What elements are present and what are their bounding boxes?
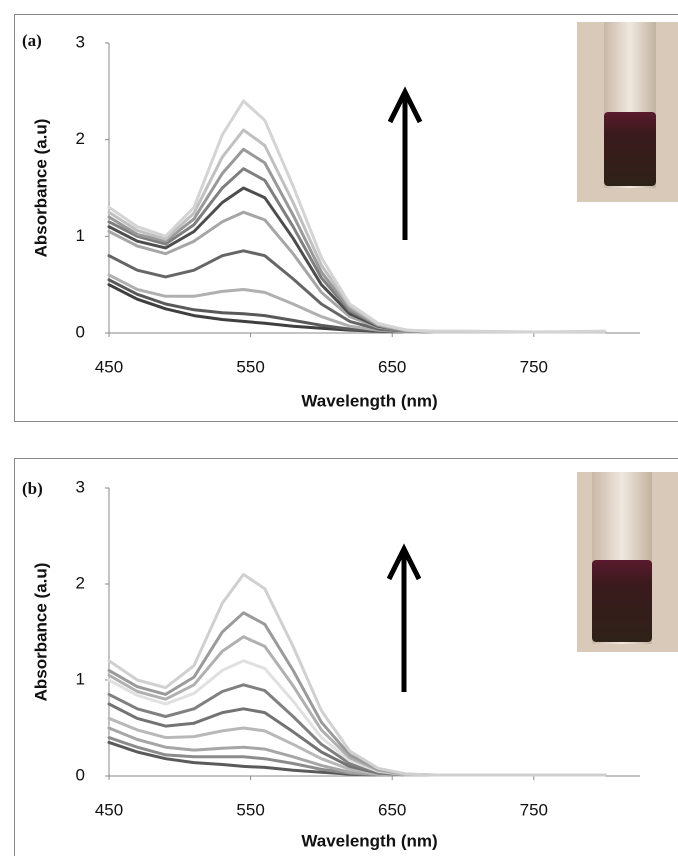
- x-tick-label: 650: [378, 800, 406, 819]
- y-tick-label: 2: [76, 129, 85, 148]
- x-axis-title: Wavelength (nm): [301, 831, 437, 850]
- y-tick-label: 1: [76, 226, 85, 245]
- panel-label: (b): [22, 479, 43, 498]
- y-tick-label: 3: [76, 32, 85, 51]
- y-tick-label: 2: [76, 573, 85, 592]
- y-tick-label: 1: [76, 669, 85, 688]
- y-tick-label: 0: [76, 322, 85, 341]
- y-tick-label: 0: [76, 765, 85, 784]
- x-tick-label: 750: [520, 800, 548, 819]
- x-tick-label: 550: [236, 800, 264, 819]
- x-axis-title: Wavelength (nm): [301, 391, 437, 410]
- spectrum-line: [109, 149, 605, 332]
- x-tick-label: 550: [236, 357, 264, 376]
- spectrum-line: [109, 574, 605, 775]
- x-tick-label: 750: [520, 357, 548, 376]
- spectrum-line: [109, 613, 605, 775]
- photo-inset: [577, 22, 678, 202]
- arrow: [389, 549, 419, 692]
- panel-label: (a): [22, 31, 42, 50]
- x-tick-label: 450: [95, 800, 123, 819]
- arrow: [390, 92, 420, 240]
- x-tick-label: 450: [95, 357, 123, 376]
- y-tick-label: 3: [76, 477, 85, 496]
- x-tick-label: 650: [378, 357, 406, 376]
- y-axis-title: Absorbance (a.u): [31, 563, 50, 702]
- y-axis-title: Absorbance (a.u): [31, 119, 50, 258]
- photo-inset: [577, 472, 678, 652]
